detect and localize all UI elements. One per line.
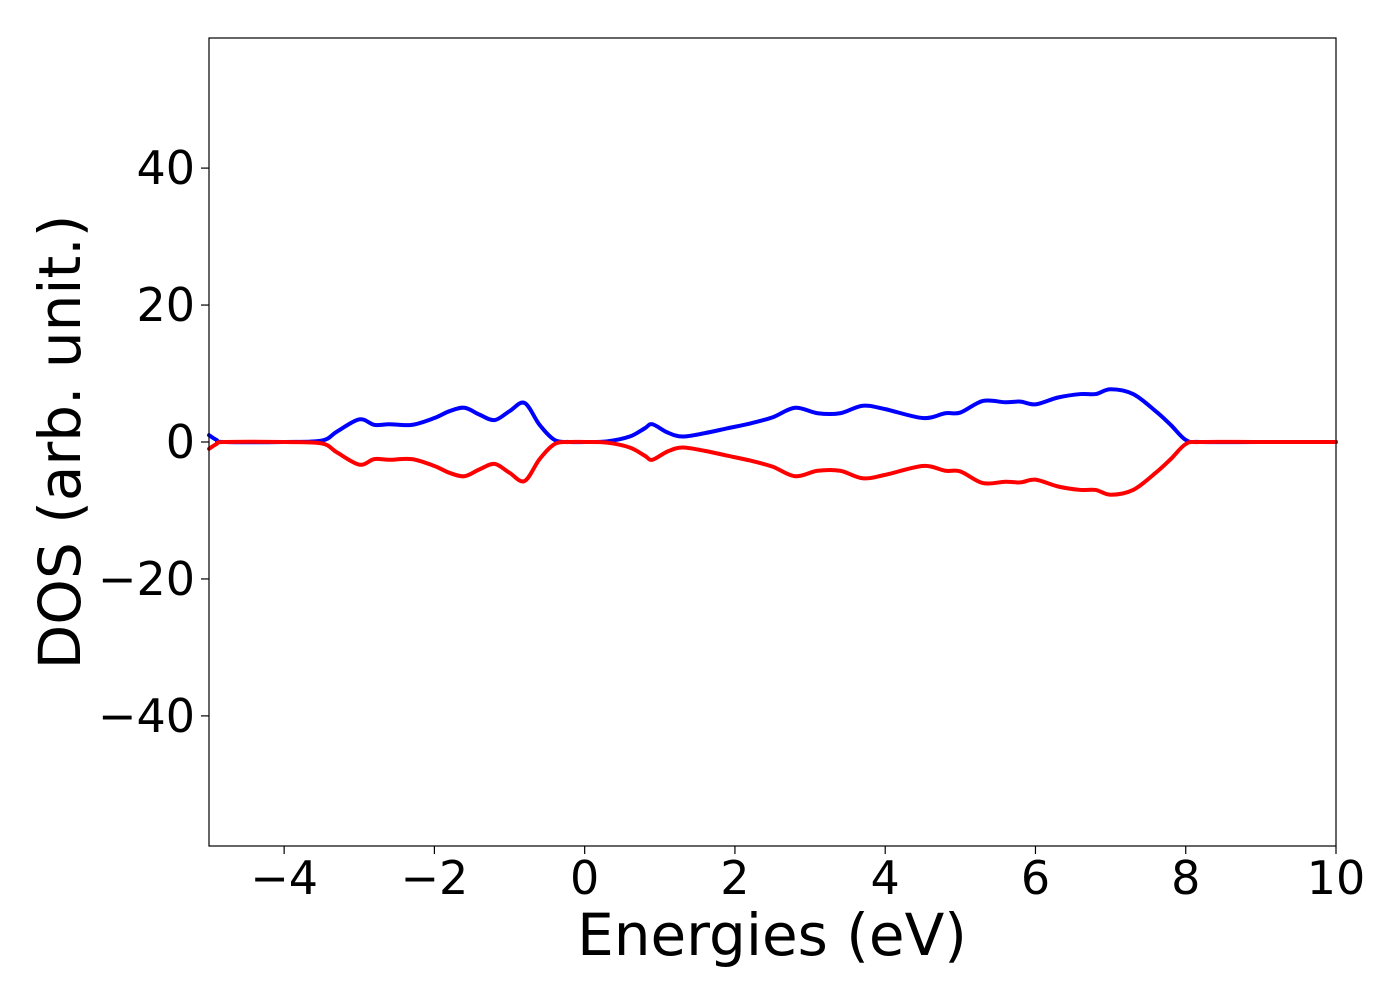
x-tick-label: 10: [1307, 851, 1366, 905]
series-line-1: [207, 387, 1338, 445]
x-axis: −4 −2 0 2 4 6 8 10: [250, 846, 1365, 905]
x-tick-label: 2: [720, 851, 749, 905]
y-axis-title: DOS (arb. unit.): [26, 215, 94, 670]
x-tick-label: 0: [570, 851, 599, 905]
x-tick-label: 8: [1171, 851, 1200, 905]
x-tick-label: 4: [871, 851, 900, 905]
y-tick-label: −20: [98, 552, 195, 606]
x-tick-label: −2: [400, 851, 468, 905]
y-tick-label: 40: [136, 141, 195, 195]
y-tick-label: −40: [98, 689, 195, 743]
series-layer: [207, 387, 1338, 497]
x-tick-label: 6: [1021, 851, 1050, 905]
series-line-2: [207, 439, 1338, 497]
y-axis: 40 20 0 −20 −40: [98, 141, 209, 743]
plot-frame: [208, 37, 1337, 847]
x-tick-label: −4: [250, 851, 318, 905]
y-tick-label: 0: [166, 415, 195, 469]
y-tick-label: 20: [136, 278, 195, 332]
x-axis-title: Energies (eV): [577, 901, 967, 969]
